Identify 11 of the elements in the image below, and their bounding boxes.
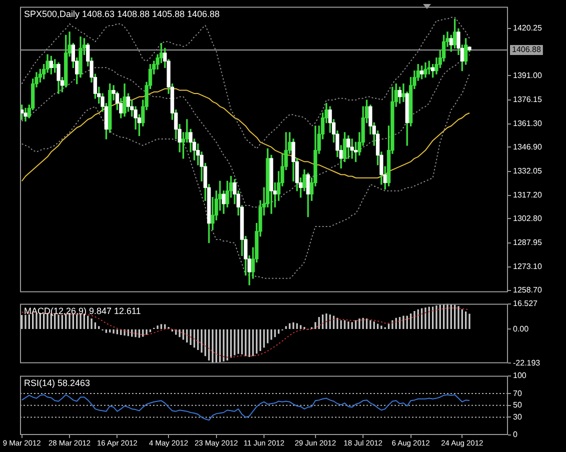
y-tick-label: 0	[513, 430, 518, 440]
y-tick-label: 30	[513, 412, 522, 422]
y-tick-label: 70	[513, 388, 522, 398]
chart-title: RSI(14) 58.2463	[24, 378, 90, 388]
y-tick-label: 100	[513, 371, 527, 380]
y-tick-label: 50	[513, 400, 522, 410]
chart-title: MACD(12,26,9) 9.847 12.611	[24, 306, 141, 316]
y-tick-label: -22.193	[513, 358, 541, 368]
y-tick-label: 16.527	[513, 299, 538, 308]
line-series	[21, 307, 470, 358]
y-tick-label: 0.00	[513, 324, 530, 334]
